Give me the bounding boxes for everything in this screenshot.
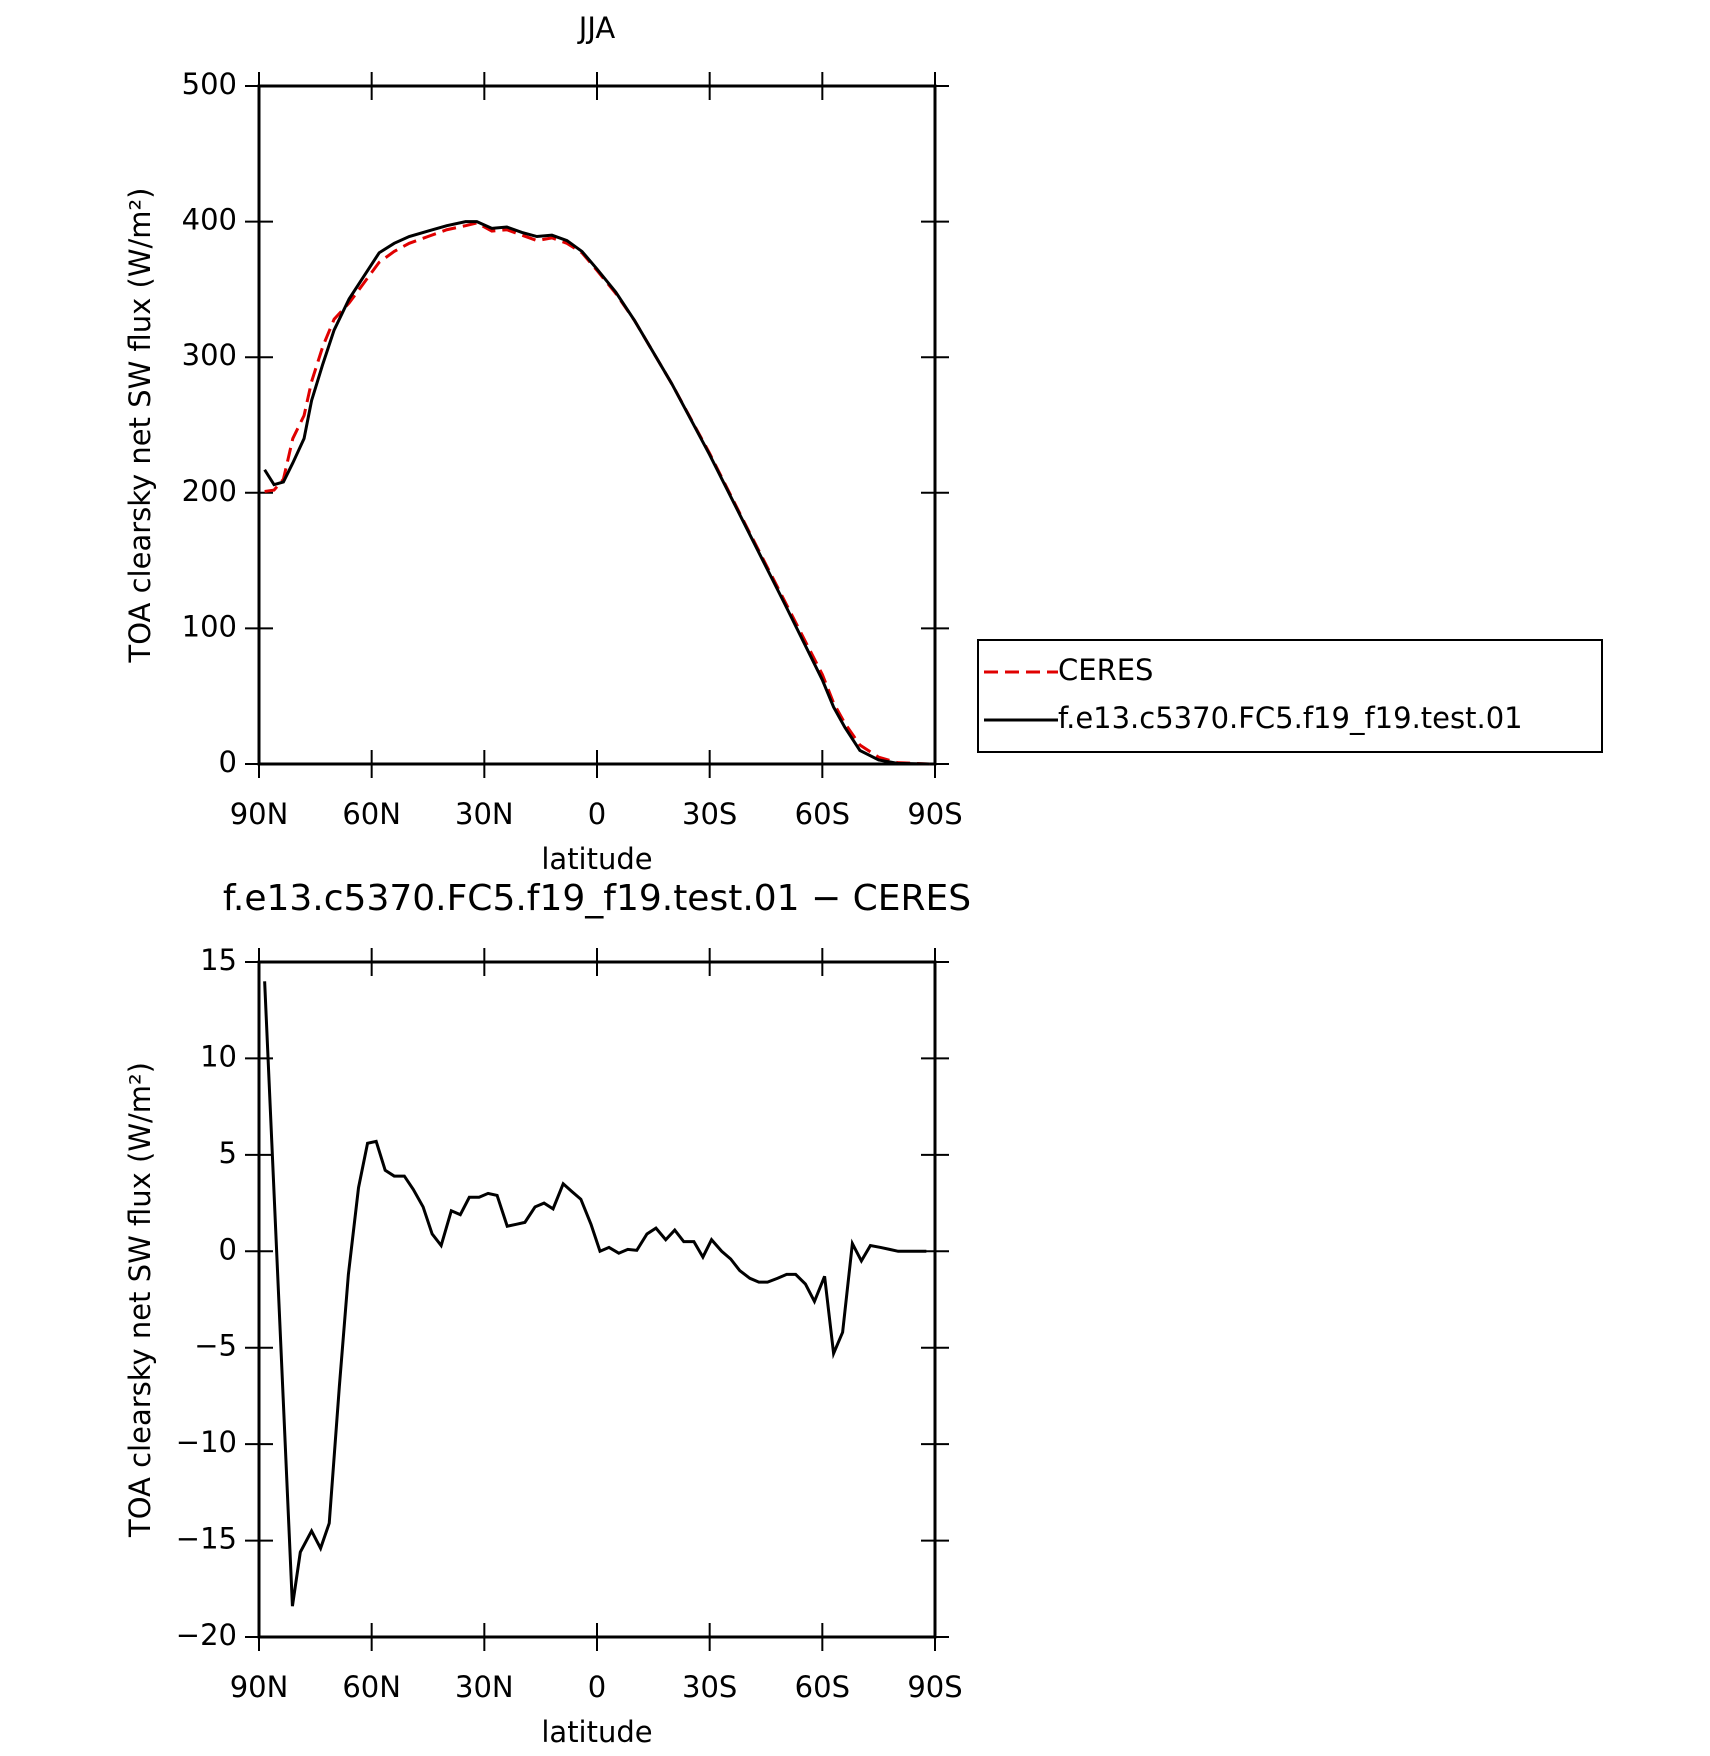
- x-tick-label: 90S: [907, 1670, 962, 1704]
- y-axis-label: TOA clearsky net SW flux (W/m²): [123, 188, 157, 664]
- x-tick-label: 90N: [230, 1670, 289, 1704]
- x-axis-label: latitude: [541, 1715, 652, 1749]
- x-tick-label: 60N: [342, 797, 401, 831]
- legend-label: CERES: [1058, 653, 1153, 687]
- x-tick-label: 90N: [230, 797, 289, 831]
- x-tick-label: 30N: [455, 797, 514, 831]
- y-tick-label: 200: [182, 474, 237, 508]
- y-tick-label: 5: [219, 1136, 237, 1170]
- y-tick-label: 400: [182, 203, 237, 237]
- plot-frame: [257, 84, 937, 766]
- y-tick-label: 10: [200, 1039, 237, 1073]
- x-tick-label: 30N: [455, 1670, 514, 1704]
- chart-title: f.e13.c5370.FC5.f19_f19.test.01 − CERES: [223, 878, 971, 919]
- y-tick-label: −15: [176, 1522, 237, 1556]
- y-tick-label: −20: [176, 1618, 237, 1652]
- y-tick-label: −10: [176, 1425, 237, 1459]
- x-axis-label: latitude: [541, 842, 652, 876]
- y-tick-label: −5: [194, 1329, 237, 1363]
- x-tick-label: 30S: [682, 1670, 737, 1704]
- legend-label: f.e13.c5370.FC5.f19_f19.test.01: [1058, 701, 1523, 735]
- y-tick-label: 100: [182, 609, 237, 643]
- y-tick-label: 300: [182, 338, 237, 372]
- y-tick-label: 0: [219, 1232, 237, 1266]
- line-series: [264, 221, 930, 766]
- line-series: [263, 220, 930, 766]
- x-tick-label: 0: [588, 797, 606, 831]
- x-tick-label: 60S: [795, 797, 850, 831]
- legend-box: [977, 639, 1603, 753]
- plot-frame: [257, 960, 937, 1639]
- x-tick-label: 30S: [682, 797, 737, 831]
- y-tick-label: 15: [200, 943, 237, 977]
- x-tick-label: 60N: [342, 1670, 401, 1704]
- x-tick-label: 90S: [907, 797, 962, 831]
- line-series: [263, 981, 927, 1607]
- y-tick-label: 500: [182, 67, 237, 101]
- x-tick-label: 60S: [795, 1670, 850, 1704]
- chart-title: JJA: [577, 11, 616, 45]
- y-axis-label: TOA clearsky net SW flux (W/m²): [123, 1062, 157, 1538]
- y-tick-label: 0: [219, 745, 237, 779]
- x-tick-label: 0: [588, 1670, 606, 1704]
